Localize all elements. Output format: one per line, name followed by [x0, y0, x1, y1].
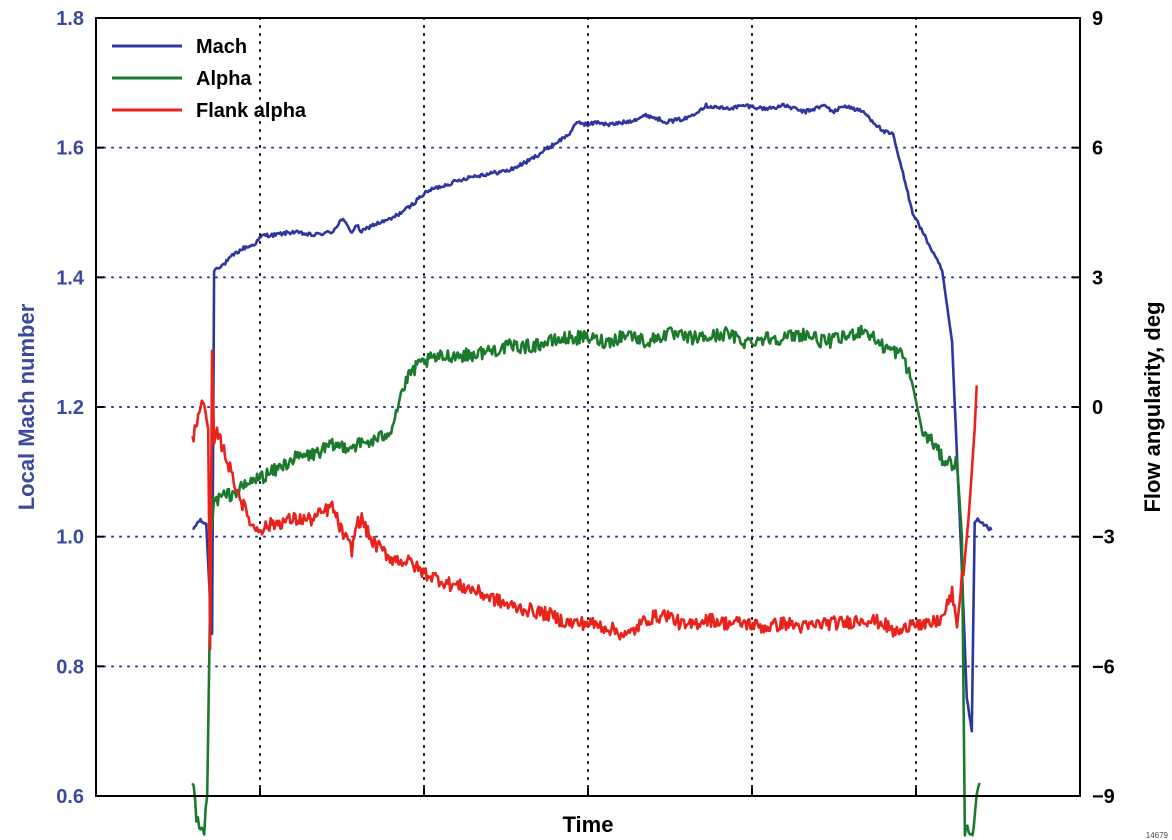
series-layer: [191, 102, 993, 837]
right-axis-title: Flow angularity, deg: [1140, 301, 1165, 512]
left-tick-label: 0.6: [56, 786, 84, 808]
left-tick-label: 1.2: [56, 397, 84, 419]
right-tick-label: 9: [1092, 8, 1103, 30]
grid-lines: [95, 17, 1081, 797]
figure-id: 14679: [1146, 831, 1169, 840]
legend: Mach Alpha Flank alpha: [112, 36, 307, 122]
right-axis-ticks: −9 −6 −3 0 3 6 9: [259, 8, 1115, 808]
plot-frame: [95, 17, 1081, 797]
left-tick-label: 1.6: [56, 138, 84, 160]
left-tick-label: 1.0: [56, 527, 84, 549]
legend-label: Alpha: [196, 68, 252, 90]
series-line-0: [192, 102, 993, 733]
right-tick-label: 0: [1092, 397, 1103, 419]
series-line-2: [191, 349, 978, 651]
right-tick-label: 3: [1092, 267, 1103, 289]
legend-label: Mach: [196, 36, 247, 58]
x-axis-title: Time: [563, 812, 614, 837]
left-tick-label: 1.4: [56, 267, 85, 289]
legend-label: Flank alpha: [196, 100, 307, 122]
right-tick-label: −3: [1092, 527, 1115, 549]
series-line-1: [191, 324, 981, 837]
left-axis-title: Local Mach number: [14, 303, 39, 510]
right-tick-label: 6: [1092, 138, 1103, 160]
right-tick-label: −9: [1092, 786, 1115, 808]
left-tick-label: 1.8: [56, 8, 84, 30]
left-tick-label: 0.8: [56, 656, 84, 678]
right-tick-label: −6: [1092, 656, 1115, 678]
left-axis-ticks: 0.6 0.8 1.0 1.2 1.4 1.6 1.8: [56, 8, 104, 808]
